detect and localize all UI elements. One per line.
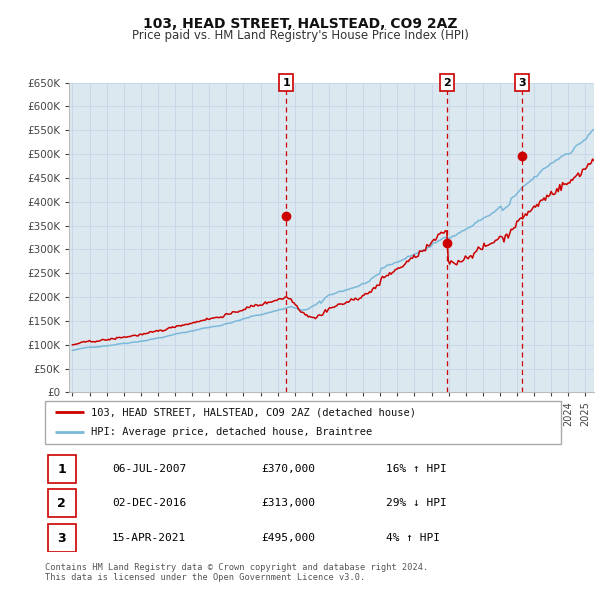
Text: 3: 3 [58, 532, 66, 545]
Text: £495,000: £495,000 [262, 533, 316, 543]
Text: 1: 1 [58, 463, 66, 476]
Text: Contains HM Land Registry data © Crown copyright and database right 2024.
This d: Contains HM Land Registry data © Crown c… [45, 563, 428, 582]
Text: 103, HEAD STREET, HALSTEAD, CO9 2AZ (detached house): 103, HEAD STREET, HALSTEAD, CO9 2AZ (det… [91, 407, 416, 417]
FancyBboxPatch shape [47, 489, 76, 517]
Text: £370,000: £370,000 [262, 464, 316, 474]
Text: 103, HEAD STREET, HALSTEAD, CO9 2AZ: 103, HEAD STREET, HALSTEAD, CO9 2AZ [143, 17, 457, 31]
Text: HPI: Average price, detached house, Braintree: HPI: Average price, detached house, Brai… [91, 427, 373, 437]
Text: 1: 1 [283, 78, 290, 87]
Text: 2: 2 [443, 78, 451, 87]
FancyBboxPatch shape [45, 401, 561, 444]
Text: £313,000: £313,000 [262, 498, 316, 508]
Text: 3: 3 [518, 78, 526, 87]
Text: 2: 2 [58, 497, 66, 510]
Text: 06-JUL-2007: 06-JUL-2007 [112, 464, 187, 474]
Text: Price paid vs. HM Land Registry's House Price Index (HPI): Price paid vs. HM Land Registry's House … [131, 29, 469, 42]
FancyBboxPatch shape [47, 455, 76, 483]
Text: 4% ↑ HPI: 4% ↑ HPI [386, 533, 440, 543]
Text: 16% ↑ HPI: 16% ↑ HPI [386, 464, 446, 474]
Text: 15-APR-2021: 15-APR-2021 [112, 533, 187, 543]
Text: 02-DEC-2016: 02-DEC-2016 [112, 498, 187, 508]
Text: 29% ↓ HPI: 29% ↓ HPI [386, 498, 446, 508]
FancyBboxPatch shape [47, 525, 76, 552]
